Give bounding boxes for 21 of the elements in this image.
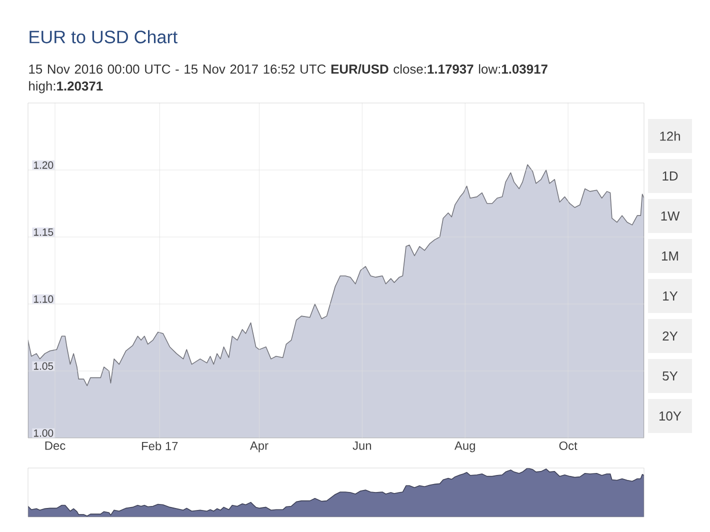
text: 2Y bbox=[662, 331, 678, 341]
y-tick-label: 1.05 bbox=[34, 362, 54, 370]
text: 5Y bbox=[662, 371, 678, 381]
text: 1Y bbox=[663, 292, 678, 300]
x-tick-label: Feb 17 bbox=[142, 442, 178, 450]
text: 1D bbox=[662, 172, 678, 180]
text: 15 Nov 2016 00:00 UTC - 15 Nov 2017 16:52 UTC EUR/USD close:1.17937 low:1.03917 high:1.20371 bbox=[29, 64, 548, 94]
chart-title: EUR to USD Chart bbox=[30, 30, 178, 44]
y-tick-label: 1.10 bbox=[34, 295, 54, 303]
text: 1W bbox=[661, 212, 680, 220]
text: 1M bbox=[662, 252, 678, 260]
x-tick-label: Oct bbox=[559, 442, 578, 450]
y-tick-label: 1.20 bbox=[34, 161, 54, 169]
x-tick-label: Jun bbox=[352, 442, 372, 450]
y-tick-label: 1.00 bbox=[34, 429, 54, 437]
x-tick-label: Apr bbox=[250, 442, 268, 452]
x-tick-label: Dec bbox=[45, 442, 66, 450]
y-tick-label: 1.15 bbox=[34, 228, 54, 236]
text: 12h bbox=[660, 131, 680, 141]
x-tick-label: Aug bbox=[454, 442, 475, 452]
text: 10Y bbox=[659, 411, 682, 421]
